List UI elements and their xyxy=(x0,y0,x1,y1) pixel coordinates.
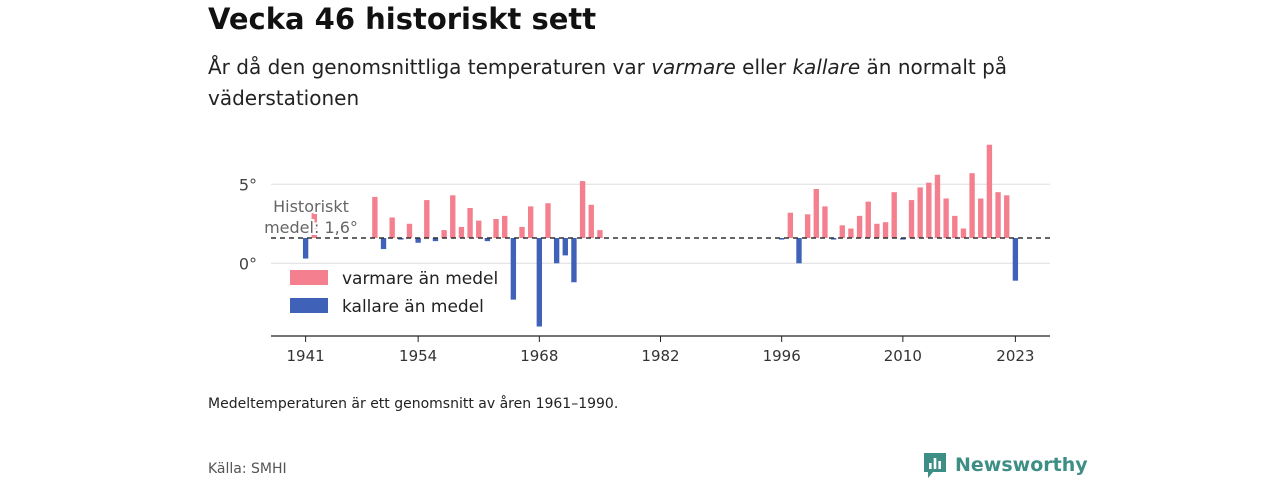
bar-1975 xyxy=(597,230,603,238)
bar-1967 xyxy=(527,206,534,238)
legend-label-cold: kallare än medel xyxy=(342,297,484,317)
bar-1961 xyxy=(476,220,482,238)
y-tick-label: 5° xyxy=(239,175,257,194)
bar-2008 xyxy=(882,222,889,238)
bar-2020 xyxy=(986,144,993,238)
bar-1942 xyxy=(311,207,317,238)
bar-2009 xyxy=(891,192,897,238)
bar-1996 xyxy=(778,238,785,240)
chart-note: Medeltemperaturen är ett genomsnitt av å… xyxy=(208,396,619,412)
bar-1959 xyxy=(458,226,465,238)
bar-2016 xyxy=(952,215,958,238)
bar-2012 xyxy=(917,187,923,238)
bar-1970 xyxy=(553,238,560,264)
subtitle-warm-word: varmare xyxy=(651,55,736,79)
bar-1969 xyxy=(545,203,551,238)
x-tick-label: 2023 xyxy=(996,347,1034,365)
x-tick-label: 1968 xyxy=(520,347,558,365)
y-tick-label: 0° xyxy=(239,254,257,273)
bar-2000 xyxy=(813,189,819,238)
bar-1941 xyxy=(302,238,309,259)
bar-1999 xyxy=(804,214,811,238)
bar-2022 xyxy=(1004,195,1010,238)
bar-1955 xyxy=(424,200,430,238)
legend-swatch-warm xyxy=(290,270,328,285)
bar-2003 xyxy=(839,225,845,238)
bar-1949 xyxy=(372,196,378,238)
bar-1956 xyxy=(432,238,439,242)
legend-swatch-cold xyxy=(290,298,328,313)
bar-1974 xyxy=(588,204,594,238)
x-tick-label: 1982 xyxy=(641,347,679,365)
chart-subtitle: År då den genomsnittliga temperaturen va… xyxy=(208,52,1028,114)
bar-2004 xyxy=(848,228,854,238)
x-tick-label: 2010 xyxy=(884,347,922,365)
bar-1997 xyxy=(787,212,794,238)
bar-2015 xyxy=(943,198,949,238)
bar-2011 xyxy=(908,200,915,238)
bar-1968 xyxy=(536,238,543,327)
bar-2006 xyxy=(865,201,871,238)
bar-2001 xyxy=(822,206,828,238)
bar-1966 xyxy=(519,226,525,238)
mean-label-line2: medel: 1,6° xyxy=(264,218,358,237)
bar-1954 xyxy=(415,238,421,243)
bar-2021 xyxy=(995,192,1001,238)
legend-label-warm: varmare än medel xyxy=(342,269,498,289)
bar-1953 xyxy=(406,223,413,238)
subtitle-post: än normalt på väderstationen xyxy=(208,55,1008,110)
subtitle-mid: eller xyxy=(735,55,793,79)
bar-1964 xyxy=(502,215,508,238)
bar-1972 xyxy=(571,238,577,283)
bar-2019 xyxy=(978,198,984,238)
x-tick-label: 1941 xyxy=(287,347,325,365)
x-tick-label: 1996 xyxy=(763,347,801,365)
bar-1962 xyxy=(484,238,491,242)
subtitle-cold-word: kallare xyxy=(792,55,861,79)
bar-1965 xyxy=(510,238,517,300)
x-tick-label: 1954 xyxy=(399,347,437,365)
bar-2023 xyxy=(1012,238,1019,281)
bar-1951 xyxy=(389,217,395,238)
chart-source: Källa: SMHI xyxy=(208,461,287,477)
newsworthy-logo: Newsworthy xyxy=(922,451,1088,479)
newsworthy-logo-icon xyxy=(924,453,946,478)
chart-title: Vecka 46 historiskt sett xyxy=(208,2,597,36)
bar-2018 xyxy=(969,173,975,238)
mean-label-line1: Historiskt xyxy=(273,197,349,216)
bar-2013 xyxy=(926,182,932,238)
bar-2014 xyxy=(934,174,941,238)
bar-1950 xyxy=(380,238,387,250)
bar-1963 xyxy=(493,219,499,238)
bar-1960 xyxy=(467,207,473,238)
bar-1973 xyxy=(579,181,586,238)
bar-1958 xyxy=(450,195,456,238)
bar-2007 xyxy=(874,223,880,238)
bar-1971 xyxy=(562,238,568,256)
bar-1998 xyxy=(796,238,802,264)
bar-2005 xyxy=(856,215,863,238)
bar-2017 xyxy=(960,228,967,238)
bar-1957 xyxy=(441,230,447,238)
brand-name: Newsworthy xyxy=(955,454,1088,476)
subtitle-pre: År då den genomsnittliga temperaturen va… xyxy=(208,55,652,79)
